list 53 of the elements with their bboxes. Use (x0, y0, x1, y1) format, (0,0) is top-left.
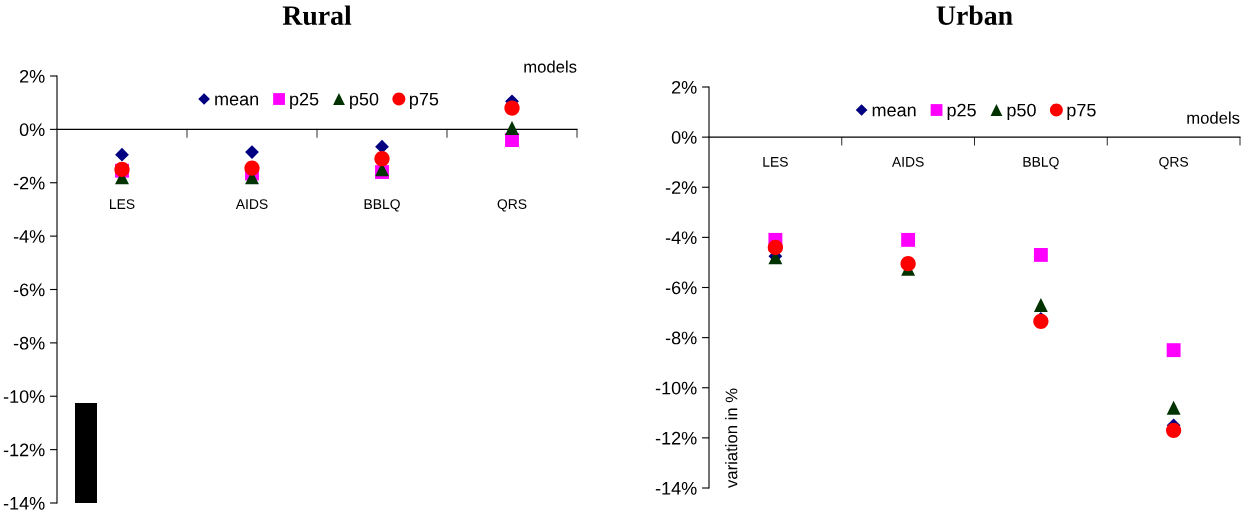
point (115, 147, 129, 162)
point (1165, 422, 1182, 438)
point (1166, 400, 1181, 415)
legend-label: p75 (409, 92, 439, 110)
point (901, 232, 916, 247)
point (374, 151, 390, 167)
y-tick-label: 2% (672, 80, 697, 94)
point (504, 100, 520, 116)
legend-label: p75 (1067, 103, 1096, 121)
x-tick-label: BBLQ (364, 199, 400, 212)
legend-label: p50 (350, 92, 379, 110)
y-tick-label: 0% (19, 123, 45, 137)
x-axis-title: models (1187, 111, 1240, 124)
point (1033, 247, 1048, 262)
x-tick-label: LES (110, 199, 135, 210)
y-tick-label: -12% (655, 431, 697, 445)
y-tick-label: -10% (3, 390, 45, 403)
point (900, 256, 916, 272)
x-tick-label: AIDS (235, 199, 268, 210)
x-axis-title: models (524, 60, 577, 73)
y-tick-label: -2% (665, 181, 697, 194)
y-tick-label: -4% (13, 230, 45, 243)
x-tick-label: LES (763, 156, 788, 167)
x-tick-label: QRS (497, 199, 527, 212)
x-tick-label: QRS (1159, 156, 1189, 170)
y-tick-label: -2% (13, 176, 45, 190)
legend-label: mean (872, 106, 916, 117)
y-tick-label: 0% (671, 131, 697, 144)
chart-title: Urban (936, 5, 1013, 25)
y-tick-label: -12% (3, 443, 45, 457)
y-tick-label: -8% (13, 336, 45, 350)
point (244, 160, 260, 176)
legend-label: p25 (290, 92, 319, 110)
point (767, 239, 784, 256)
x-tick-label: AIDS (891, 156, 924, 167)
point (1166, 343, 1181, 358)
y-axis-title: variation in % (725, 388, 738, 488)
y-tick-label: -14% (655, 482, 697, 495)
y-tick-label: 2% (20, 69, 45, 83)
legend-label: mean (215, 95, 259, 106)
point (375, 139, 389, 154)
y-tick-label: -6% (665, 281, 697, 295)
y-tick-label: -6% (13, 283, 45, 297)
y-tick-label: -8% (665, 331, 697, 345)
y-tick-label: -14% (3, 497, 45, 510)
point (505, 121, 519, 135)
x-tick-label: BBLQ (1023, 156, 1059, 170)
y-tick-label: -10% (655, 381, 697, 395)
y-tick-label: -4% (665, 231, 697, 245)
chart-title: Rural (282, 5, 352, 26)
point (1033, 298, 1048, 312)
legend-label: p25 (947, 103, 976, 121)
legend-label: p50 (1007, 103, 1036, 121)
